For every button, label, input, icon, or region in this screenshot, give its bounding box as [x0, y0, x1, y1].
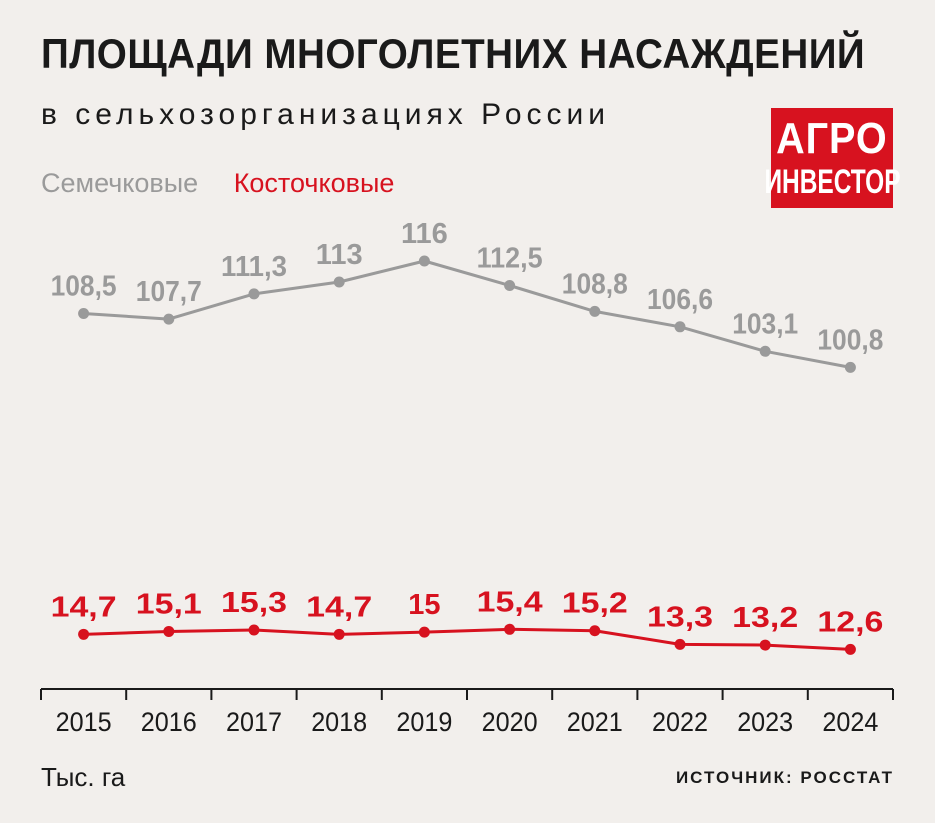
data-point-0-1 — [163, 313, 175, 325]
data-point-0-8 — [759, 345, 771, 357]
data-label-0-6: 108,8 — [562, 268, 628, 300]
chart-title: ПЛОЩАДИ МНОГОЛЕТНИХ НАСАЖДЕНИЙ — [41, 30, 866, 77]
chart-subtitle: в сельхозорганизациях России — [41, 98, 611, 131]
x-tick-label-9: 2024 — [822, 707, 878, 737]
data-point-1-7 — [674, 638, 686, 650]
x-tick-label-3: 2018 — [311, 707, 367, 737]
data-label-1-3: 14,7 — [306, 591, 372, 623]
x-tick-label-2: 2017 — [226, 707, 282, 737]
data-point-0-9 — [844, 361, 856, 373]
data-label-1-4: 15 — [408, 589, 440, 621]
x-tick-label-1: 2016 — [141, 707, 197, 737]
data-label-0-9: 100,8 — [817, 324, 883, 356]
unit-label: Тыс. га — [41, 762, 126, 792]
legend-item-stone: Косточковые — [233, 168, 395, 198]
data-point-1-8 — [759, 639, 771, 651]
data-point-0-0 — [78, 308, 90, 319]
series-line-1 — [83, 627, 851, 651]
legend: Семечковые Косточковые — [41, 168, 422, 199]
data-label-0-7: 106,6 — [647, 284, 713, 316]
data-label-1-8: 13,2 — [732, 602, 798, 634]
data-point-1-5 — [504, 623, 516, 635]
data-label-1-0: 14,7 — [51, 591, 117, 623]
x-tick-label-0: 2015 — [56, 707, 112, 737]
data-point-1-0 — [78, 628, 90, 640]
x-tick-label-8: 2023 — [737, 707, 793, 737]
x-tick-label-6: 2021 — [567, 707, 623, 737]
data-label-0-5: 112,5 — [477, 243, 543, 275]
data-label-0-2: 111,3 — [221, 251, 287, 283]
data-label-1-9: 12,6 — [817, 606, 883, 638]
source-label: ИСТОЧНИК: РОССТАТ — [675, 768, 894, 787]
data-point-1-4 — [418, 626, 430, 638]
data-point-0-4 — [418, 255, 430, 267]
data-point-0-2 — [248, 288, 260, 300]
data-label-1-1: 15,1 — [136, 588, 202, 620]
data-point-1-2 — [248, 624, 260, 636]
data-label-1-7: 13,3 — [647, 601, 713, 633]
data-point-1-9 — [844, 643, 856, 655]
logo-line-1: АГРО — [776, 114, 888, 163]
x-tick-label-5: 2020 — [482, 707, 538, 737]
data-label-0-3: 113 — [316, 239, 363, 271]
data-label-1-5: 15,4 — [477, 586, 543, 618]
data-point-0-6 — [589, 305, 601, 317]
data-point-1-6 — [589, 625, 601, 637]
data-point-0-7 — [674, 321, 686, 333]
x-tick-label-7: 2022 — [652, 707, 708, 737]
agroinvestor-logo: АГРО ИНВЕСТОР — [764, 108, 900, 208]
data-label-0-0: 108,5 — [51, 271, 117, 303]
legend-item-seed: Семечковые — [41, 168, 199, 198]
series-line-0 — [83, 259, 851, 369]
data-point-1-1 — [163, 625, 175, 637]
data-point-0-3 — [333, 276, 345, 288]
data-label-0-1: 107,7 — [136, 276, 202, 308]
data-label-1-2: 15,3 — [221, 587, 287, 619]
data-label-0-8: 103,1 — [732, 308, 798, 340]
data-point-1-3 — [333, 628, 345, 640]
data-point-0-5 — [504, 280, 516, 291]
data-label-0-4: 116 — [401, 218, 448, 250]
x-tick-label-4: 2019 — [396, 707, 452, 737]
logo-line-2: ИНВЕСТОР — [763, 163, 901, 201]
data-label-1-6: 15,2 — [562, 588, 628, 620]
